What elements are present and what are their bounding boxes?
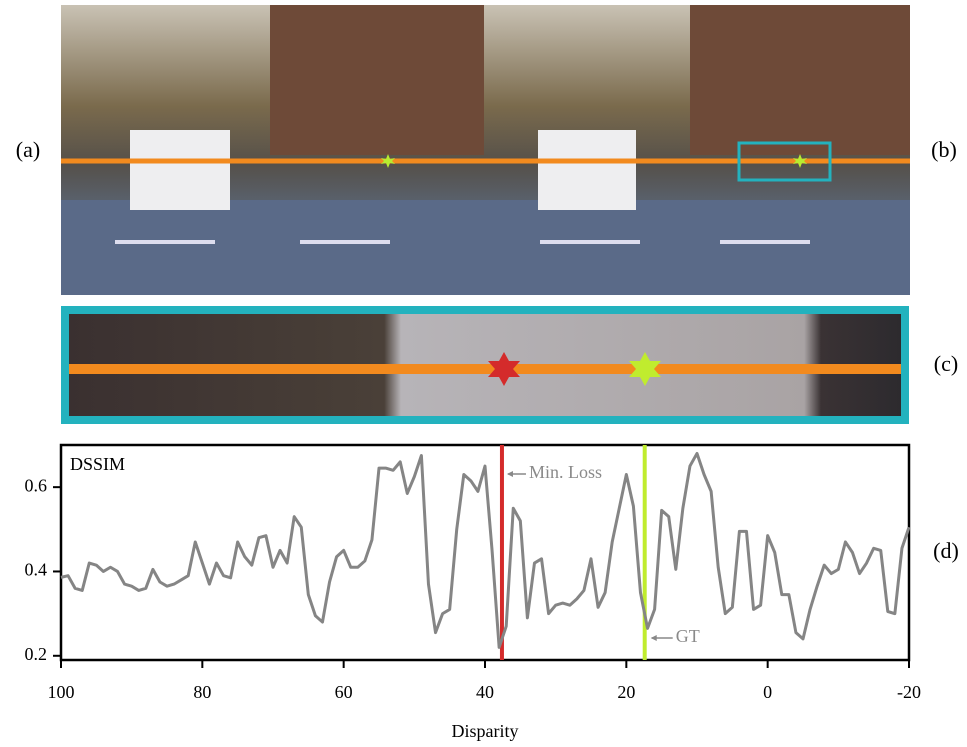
photo-right xyxy=(484,5,910,295)
x-tick-label: 100 xyxy=(48,682,75,702)
y-tick-label: 0.6 xyxy=(25,475,48,495)
series-label: DSSIM xyxy=(70,454,125,474)
x-tick-label: -20 xyxy=(897,682,921,702)
annotation-arrowhead xyxy=(507,471,513,477)
annotation-label: Min. Loss xyxy=(529,462,602,482)
x-tick-label: 0 xyxy=(763,682,772,702)
data-line xyxy=(61,453,909,647)
panel-label: (a) xyxy=(16,137,40,162)
y-tick-label: 0.4 xyxy=(25,560,48,580)
crop-panel xyxy=(65,310,905,420)
x-tick-label: 40 xyxy=(476,682,494,702)
panel-label: (d) xyxy=(933,538,959,563)
annotation-label: GT xyxy=(676,626,700,646)
x-tick-label: 80 xyxy=(193,682,211,702)
x-tick-label: 60 xyxy=(335,682,353,702)
photo-left xyxy=(61,5,484,295)
x-tick-label: 20 xyxy=(617,682,635,702)
x-axis-title: Disparity xyxy=(452,721,519,741)
panel-label: (b) xyxy=(931,137,957,162)
panel-label: (c) xyxy=(934,351,958,376)
annotation-arrowhead xyxy=(651,635,657,641)
y-tick-label: 0.2 xyxy=(25,644,48,664)
figure: (a) (b) (c) (d) DSSIM Disparity 100 80 60 4… xyxy=(0,0,967,747)
